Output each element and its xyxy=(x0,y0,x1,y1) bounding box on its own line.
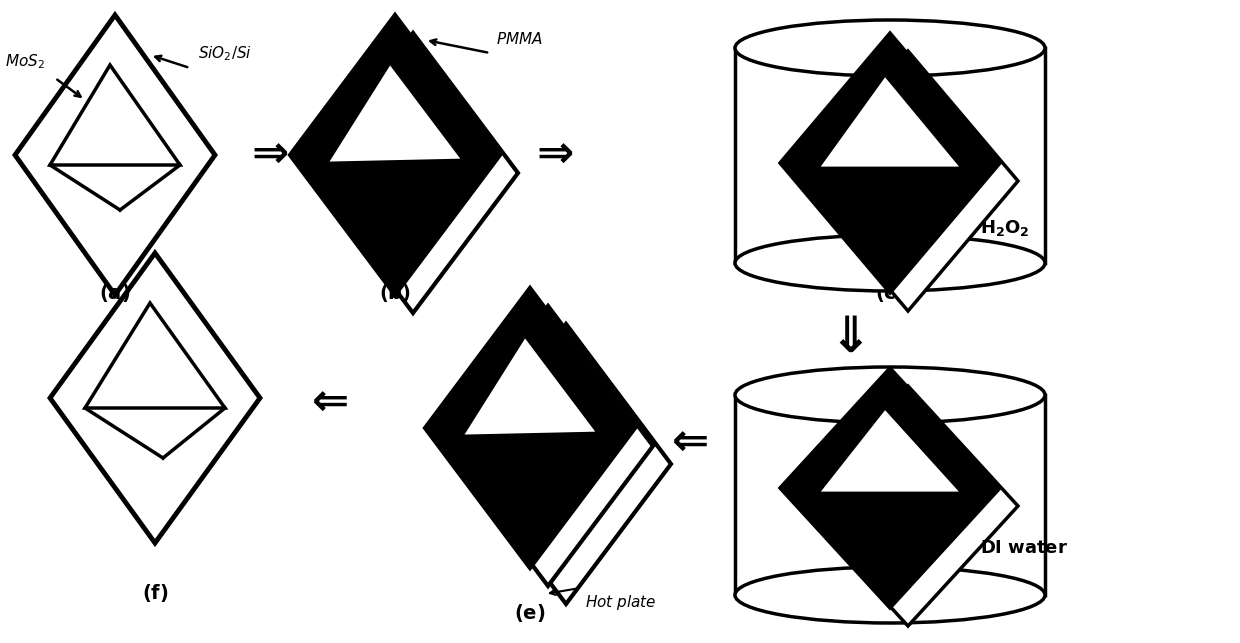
Bar xyxy=(735,48,1045,263)
Text: $\mathbf{(d)}$: $\mathbf{(d)}$ xyxy=(874,602,906,624)
Polygon shape xyxy=(818,75,962,168)
Polygon shape xyxy=(308,33,518,313)
Polygon shape xyxy=(780,368,999,608)
Text: $\mathit{Hot\ plate}$: $\mathit{Hot\ plate}$ xyxy=(585,593,657,612)
Polygon shape xyxy=(290,15,500,295)
Ellipse shape xyxy=(735,567,1045,623)
Polygon shape xyxy=(327,63,463,163)
Polygon shape xyxy=(425,288,635,568)
Text: $\mathbf{(c)}$: $\mathbf{(c)}$ xyxy=(875,282,905,304)
Bar xyxy=(735,395,1045,595)
Text: $\mathbf{(a)}$: $\mathbf{(a)}$ xyxy=(99,282,130,304)
Polygon shape xyxy=(799,51,1018,311)
Polygon shape xyxy=(86,303,224,408)
Polygon shape xyxy=(443,306,653,586)
Text: $\mathbf{(f)}$: $\mathbf{(f)}$ xyxy=(141,582,169,604)
Polygon shape xyxy=(799,386,1018,626)
Polygon shape xyxy=(50,253,260,543)
Text: ⇒: ⇒ xyxy=(252,134,289,176)
Ellipse shape xyxy=(735,367,1045,423)
Text: ⇐: ⇐ xyxy=(311,381,348,424)
Polygon shape xyxy=(818,408,962,493)
Text: $\mathbf{(e)}$: $\mathbf{(e)}$ xyxy=(515,602,546,624)
Text: $\mathbf{(b)}$: $\mathbf{(b)}$ xyxy=(379,282,412,304)
Text: ⇐: ⇐ xyxy=(671,422,708,464)
Text: $\mathit{MoS_2}$: $\mathit{MoS_2}$ xyxy=(5,52,45,71)
Polygon shape xyxy=(15,15,215,295)
Polygon shape xyxy=(50,65,180,165)
Polygon shape xyxy=(461,324,671,604)
Polygon shape xyxy=(463,336,598,436)
Text: ⇓: ⇓ xyxy=(830,314,870,362)
Text: $\mathit{PMMA}$: $\mathit{PMMA}$ xyxy=(496,31,543,47)
Text: ⇒: ⇒ xyxy=(537,134,574,176)
Text: $\mathbf{DI\ water}$: $\mathbf{DI\ water}$ xyxy=(980,539,1068,557)
Text: $\mathit{SiO_2/Si}$: $\mathit{SiO_2/Si}$ xyxy=(198,44,252,63)
Polygon shape xyxy=(780,33,999,293)
Ellipse shape xyxy=(735,235,1045,291)
Ellipse shape xyxy=(735,20,1045,76)
Text: $\mathbf{H_2O_2}$: $\mathbf{H_2O_2}$ xyxy=(980,218,1029,238)
